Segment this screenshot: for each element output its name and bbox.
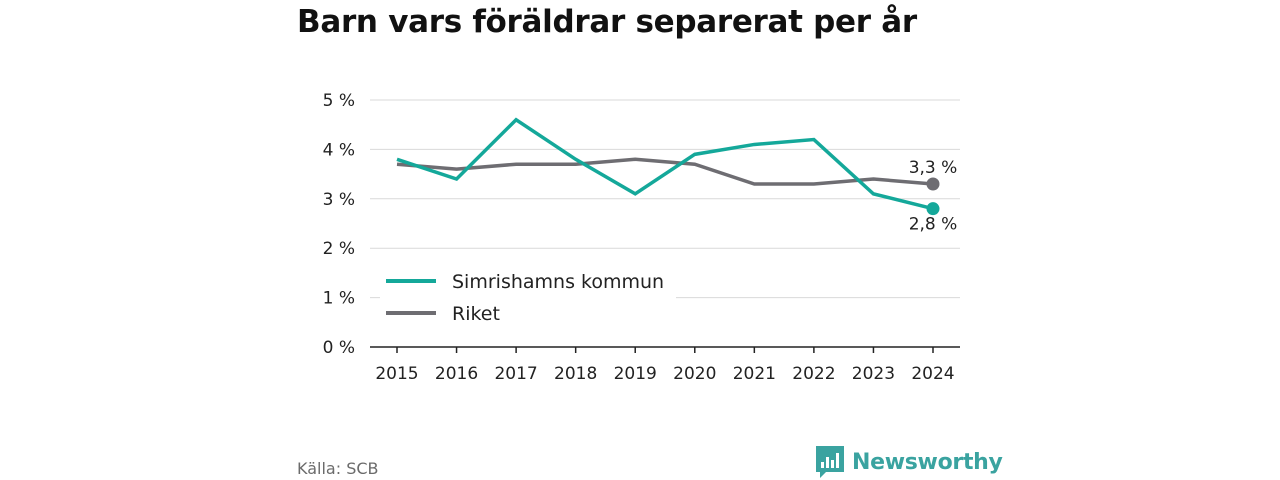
brand-logo: Newsworthy — [816, 446, 1003, 478]
x-tick-label: 2019 — [614, 364, 657, 384]
bar-chart-speech-bubble-icon — [816, 446, 844, 478]
legend-background — [380, 263, 676, 337]
series-end-label: 3,3 % — [909, 158, 958, 178]
y-tick-label: 1 % — [323, 289, 355, 309]
y-tick-label: 0 % — [323, 338, 355, 358]
x-tick-label: 2017 — [494, 364, 537, 384]
series-end-label: 2,8 % — [909, 215, 958, 235]
series-end-point — [926, 177, 940, 191]
source-note: Källa: SCB — [297, 459, 379, 478]
chart-title: Barn vars föräldrar separerat per år — [297, 4, 917, 40]
legend-label: Simrishamns kommun — [452, 271, 664, 293]
x-tick-label: 2024 — [911, 364, 954, 384]
x-tick-label: 2018 — [554, 364, 597, 384]
x-tick-label: 2016 — [435, 364, 478, 384]
y-tick-label: 3 % — [323, 190, 355, 210]
x-tick-label: 2022 — [792, 364, 835, 384]
x-tick-label: 2015 — [375, 364, 418, 384]
y-tick-label: 5 % — [323, 91, 355, 111]
y-tick-label: 2 % — [323, 239, 355, 259]
series-line — [396, 117, 934, 211]
x-tick-label: 2020 — [673, 364, 716, 384]
x-tick-label: 2021 — [733, 364, 776, 384]
y-tick-label: 4 % — [323, 140, 355, 160]
legend-label: Riket — [452, 303, 500, 325]
x-tick-label: 2023 — [852, 364, 895, 384]
series-end-point — [926, 202, 940, 216]
series-line — [396, 157, 934, 186]
brand-name: Newsworthy — [852, 449, 1003, 475]
